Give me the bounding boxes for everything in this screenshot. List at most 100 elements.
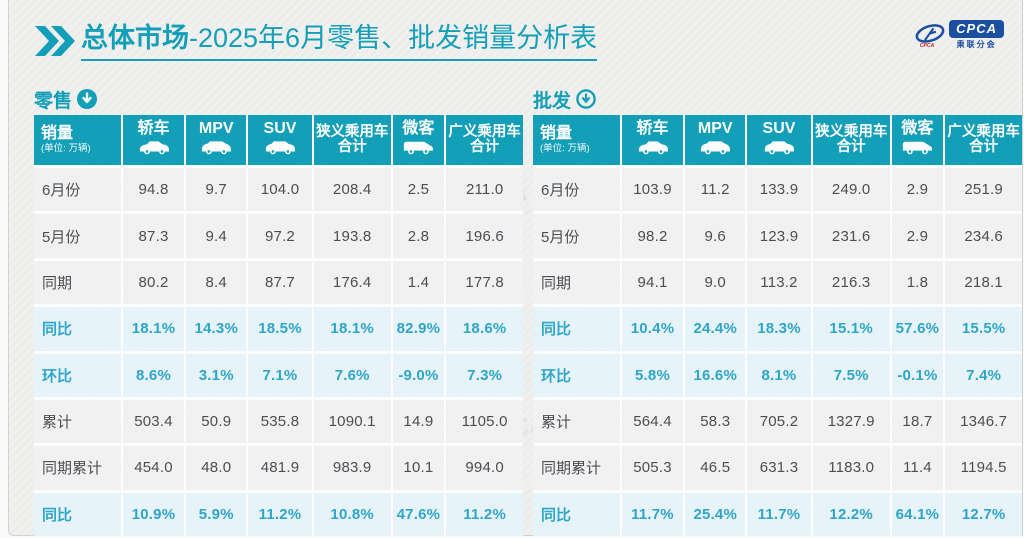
column-header-5: 微客 xyxy=(891,115,944,165)
table-cell: 11.7% xyxy=(747,492,811,536)
table-cell: 5.9% xyxy=(186,492,247,536)
sedan-icon xyxy=(137,138,171,160)
table-cell: 503.4 xyxy=(122,399,185,444)
table-cell: 208.4 xyxy=(313,168,391,212)
column-header-unit: (单位: 万辆) xyxy=(540,143,590,155)
row-label: 环比 xyxy=(34,353,121,397)
table-cell: 535.8 xyxy=(248,399,312,444)
row-label: 累计 xyxy=(533,399,620,444)
cpca-sub-label: 乘联分会 xyxy=(956,40,997,49)
column-header-6: 广义乘用车 合计 xyxy=(446,115,523,165)
wholesale-table: 销量 (单位: 万辆) 轿车 MPV SUV 狭义乘用车 合计 微客 广义乘用车 合计 6月份 103… xyxy=(533,115,1022,536)
suv-icon xyxy=(762,138,796,160)
column-header-3: SUV xyxy=(747,115,811,165)
column-header-sales: 销量 (单位: 万辆) xyxy=(533,115,620,165)
table-cell: 11.7% xyxy=(621,492,684,536)
column-header-label: 广义乘用车 xyxy=(947,123,1020,140)
table-cell: 50.9 xyxy=(186,399,247,444)
table-cell: 11.2 xyxy=(685,168,746,212)
download-circle-outline-icon xyxy=(576,89,596,109)
table-cell: 218.1 xyxy=(945,260,1022,305)
table-cell: 7.1% xyxy=(248,353,312,397)
row-label: 同比 xyxy=(34,307,121,351)
tables-region: 零售 销量 (单位: 万辆) 轿车 MPV SUV 狭义乘用车 合计 微客 广义乘用车 合计 6月份… xyxy=(34,86,1022,536)
wholesale-section: 批发 销量 (单位: 万辆) 轿车 MPV SUV 狭义乘用车 合计 微客 广义乘用车 合计 6月份… xyxy=(533,86,1022,536)
table-cell: 1090.1 xyxy=(313,399,391,444)
row-label: 同比 xyxy=(533,307,620,351)
table-cell: 1327.9 xyxy=(812,399,890,444)
wholesale-section-header: 批发 xyxy=(533,86,1022,112)
table-cell: 98.2 xyxy=(621,214,684,258)
table-cell: 10.1 xyxy=(392,446,445,490)
retail-section: 零售 销量 (单位: 万辆) 轿车 MPV SUV 狭义乘用车 合计 微客 广义乘用车 合计 6月份… xyxy=(34,86,523,536)
table-cell: 10.8% xyxy=(313,492,391,536)
table-cell: 1194.5 xyxy=(945,446,1022,490)
table-cell: 177.8 xyxy=(446,260,523,305)
table-cell: 18.1% xyxy=(122,307,185,351)
table-cell: 48.0 xyxy=(186,446,247,490)
table-cell: 113.2 xyxy=(747,260,811,305)
table-cell: 7.4% xyxy=(945,353,1022,397)
table-cell: 9.0 xyxy=(685,260,746,305)
slide-canvas: CPCA CPCA CPCA CPCA CPCA CPCA 总体市场-2025年… xyxy=(8,0,1023,536)
table-cell: 251.9 xyxy=(945,168,1022,212)
retail-table: 销量 (单位: 万辆) 轿车 MPV SUV 狭义乘用车 合计 微客 广义乘用车 合计 6月份 94.… xyxy=(34,115,523,536)
suv-icon xyxy=(263,138,297,160)
table-cell: 18.5% xyxy=(248,307,312,351)
mpv-icon xyxy=(698,138,732,160)
column-header-4: 狭义乘用车 合计 xyxy=(313,115,391,165)
column-header-label-line2: 合计 xyxy=(470,139,500,155)
page-title: 总体市场-2025年6月零售、批发销量分析表 xyxy=(81,21,598,61)
column-header-2: MPV xyxy=(186,115,247,165)
column-header-label: SUV xyxy=(263,119,297,137)
table-cell: 123.9 xyxy=(747,214,811,258)
column-header-label: 微客 xyxy=(901,119,934,137)
table-cell: 1346.7 xyxy=(945,399,1022,444)
table-cell: 87.7 xyxy=(248,260,312,305)
table-cell: 47.6% xyxy=(392,492,445,536)
sedan-icon xyxy=(636,138,670,160)
column-header-6: 广义乘用车 合计 xyxy=(945,115,1022,165)
table-cell: 7.5% xyxy=(812,353,890,397)
table-cell: 211.0 xyxy=(446,168,523,212)
column-header-1: 轿车 xyxy=(621,115,684,165)
table-cell: 80.2 xyxy=(122,260,185,305)
column-header-label: MPV xyxy=(697,119,733,137)
retail-section-title: 零售 xyxy=(34,90,73,112)
column-header-unit: (单位: 万辆) xyxy=(41,143,91,155)
table-cell: 87.3 xyxy=(122,214,185,258)
row-label: 同期 xyxy=(34,260,121,305)
download-circle-filled-icon xyxy=(77,89,98,109)
column-header-label: SUV xyxy=(762,119,796,137)
column-header-sales: 销量 (单位: 万辆) xyxy=(34,115,121,165)
table-cell: 9.4 xyxy=(186,214,247,258)
column-header-1: 轿车 xyxy=(122,115,185,165)
column-header-label: 轿车 xyxy=(636,119,669,137)
table-cell: 10.9% xyxy=(122,492,185,536)
double-chevron-icon xyxy=(35,26,75,56)
column-header-label-line2: 合计 xyxy=(836,139,866,155)
table-cell: 1183.0 xyxy=(812,446,890,490)
column-header-5: 微客 xyxy=(392,115,445,165)
table-cell: 631.3 xyxy=(747,446,811,490)
cpca-brand-label: CPCA xyxy=(949,20,1004,38)
table-cell: 25.4% xyxy=(685,492,746,536)
row-label: 5月份 xyxy=(533,214,620,258)
table-cell: -9.0% xyxy=(392,353,445,397)
column-header-2: MPV xyxy=(685,115,746,165)
table-cell: 97.2 xyxy=(248,214,312,258)
row-label: 同期累计 xyxy=(34,446,121,490)
table-cell: 16.6% xyxy=(685,353,746,397)
table-cell: 46.5 xyxy=(685,446,746,490)
column-header-label-line2: 合计 xyxy=(969,139,999,155)
table-cell: 14.9 xyxy=(392,399,445,444)
wholesale-section-title: 批发 xyxy=(533,90,572,112)
table-cell: 18.1% xyxy=(313,307,391,351)
table-cell: 14.3% xyxy=(186,307,247,351)
table-cell: 9.7 xyxy=(186,168,247,212)
table-cell: 15.5% xyxy=(945,307,1022,351)
column-header-label: 广义乘用车 xyxy=(448,123,521,140)
table-cell: 64.1% xyxy=(891,492,944,536)
table-cell: 231.6 xyxy=(812,214,890,258)
table-cell: 1.4 xyxy=(392,260,445,305)
